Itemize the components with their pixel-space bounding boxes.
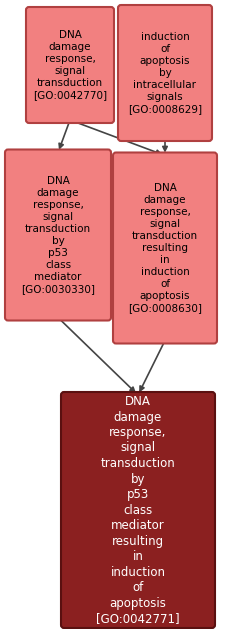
- FancyBboxPatch shape: [5, 150, 110, 321]
- FancyBboxPatch shape: [26, 7, 113, 123]
- Text: induction
of
apoptosis
by
intracellular
signals
[GO:0008629]: induction of apoptosis by intracellular …: [127, 32, 201, 114]
- Text: DNA
damage
response,
signal
transduction
[GO:0042770]: DNA damage response, signal transduction…: [33, 30, 107, 100]
- Text: DNA
damage
response,
signal
transduction
by
p53
class
mediator
[GO:0030330]: DNA damage response, signal transduction…: [21, 176, 94, 294]
- FancyBboxPatch shape: [112, 152, 216, 343]
- FancyBboxPatch shape: [117, 5, 211, 141]
- FancyBboxPatch shape: [61, 392, 214, 628]
- Text: DNA
damage
response,
signal
transduction
by
p53
class
mediator
resulting
in
indu: DNA damage response, signal transduction…: [96, 395, 179, 625]
- Text: DNA
damage
response,
signal
transduction
resulting
in
induction
of
apoptosis
[GO: DNA damage response, signal transduction…: [127, 183, 201, 313]
